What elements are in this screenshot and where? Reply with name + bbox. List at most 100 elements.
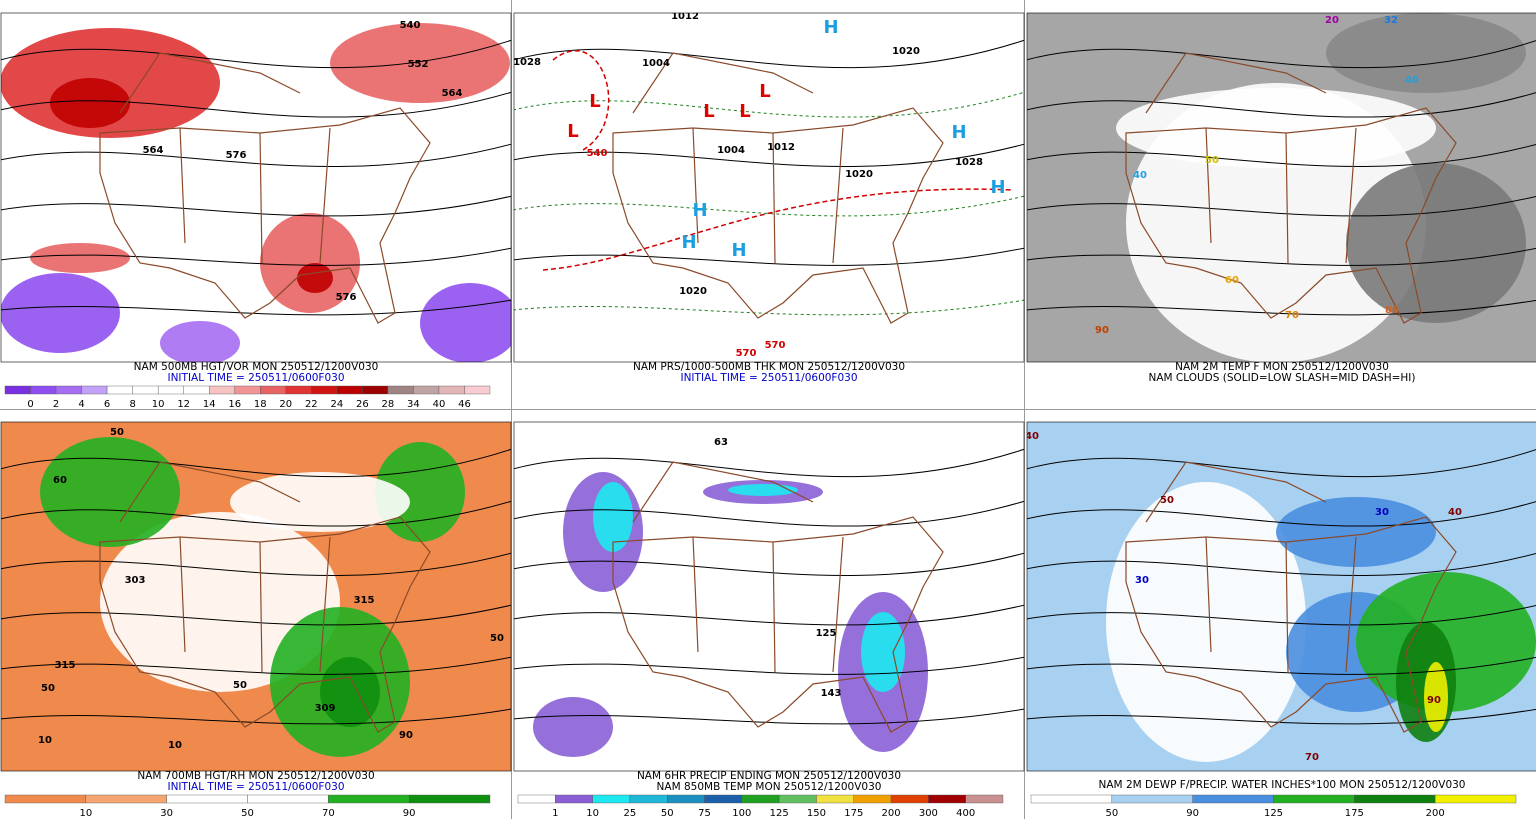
colorbar-swatch xyxy=(4,794,87,804)
political-boundaries xyxy=(1125,461,1457,733)
contour-label: 143 xyxy=(821,688,842,699)
contour-label: 1004 xyxy=(642,58,670,69)
colorbar-swatch xyxy=(85,794,167,804)
contour-label: 30 xyxy=(1135,575,1149,586)
colorbar-swatch xyxy=(816,794,854,804)
contour-line xyxy=(514,656,1024,675)
colorbar-label: 150 xyxy=(807,808,826,819)
contour-label: 70 xyxy=(1285,310,1299,321)
colorbar-label: 12 xyxy=(177,399,190,410)
map: 63 125 143 xyxy=(514,422,1024,771)
contour-label: 309 xyxy=(315,703,336,714)
colorbar-swatch xyxy=(1111,794,1193,804)
map: 40 30 50 70 30 40 90 xyxy=(1025,422,1536,771)
caption: NAM 850MB TEMP MON 250512/1200V030 xyxy=(657,781,882,793)
contour-line xyxy=(1,91,511,118)
contour-line xyxy=(514,195,1024,217)
colorbar-swatch xyxy=(667,794,705,804)
caption: INITIAL TIME = 250511/0600F030 xyxy=(680,372,857,384)
colorbar-label: 34 xyxy=(407,399,420,410)
map-frame xyxy=(0,421,512,772)
shaded-area xyxy=(593,482,633,552)
colorbar-swatch xyxy=(336,385,363,395)
colorbar-swatch xyxy=(166,794,248,804)
colorbar-swatch xyxy=(1354,794,1436,804)
contour-line xyxy=(1,247,511,266)
contour-label: 40 xyxy=(1133,170,1147,181)
caption: NAM 700MB HGT/RH MON 250512/1200V030 xyxy=(137,770,374,782)
contour-line xyxy=(1027,708,1536,725)
contour-label: 1004 xyxy=(717,145,745,156)
colorbar-swatch xyxy=(853,794,892,804)
colorbar-label: 10 xyxy=(586,808,599,819)
contour-label: 576 xyxy=(226,150,247,161)
contour-line xyxy=(514,91,1024,118)
colorbar-label: 24 xyxy=(330,399,343,410)
contour-label: 315 xyxy=(55,660,76,671)
contour-line xyxy=(1,448,511,478)
contour-line xyxy=(514,604,1024,626)
contour-line xyxy=(1,552,511,576)
contour-label: 40 xyxy=(1448,507,1462,518)
contour-label: 40 xyxy=(1025,431,1039,442)
contour-label: 50 xyxy=(41,683,55,694)
contour-label: 90 xyxy=(1095,325,1109,336)
contour-label: 570 xyxy=(765,340,786,351)
colorbar-swatch xyxy=(234,385,261,395)
contour-label: 1028 xyxy=(955,157,983,168)
colorbar-swatch xyxy=(285,385,312,395)
shaded-area xyxy=(40,437,180,547)
colorbar-swatch xyxy=(965,794,1004,804)
contour-line xyxy=(1027,656,1536,675)
panel: 540 552 564 564 576 576 NAM 500MB HGT/VOR MON … xyxy=(0,12,512,410)
pressure-center: H xyxy=(823,17,838,38)
colorbar-label: 10 xyxy=(79,808,92,819)
pressure-center: H xyxy=(731,240,746,261)
contour-line xyxy=(1027,92,1536,118)
colorbar-swatch xyxy=(311,385,338,395)
colorbar-label: 90 xyxy=(1186,808,1199,819)
map-frame xyxy=(0,12,512,363)
shaded-area xyxy=(230,472,410,532)
colorbar-swatch xyxy=(1434,794,1517,804)
contour-label: 90 xyxy=(1427,695,1441,706)
colorbar-label: 200 xyxy=(1426,808,1445,819)
contour-label: 1028 xyxy=(513,57,541,68)
pressure-center: H xyxy=(681,232,696,253)
colorbar-swatch xyxy=(260,385,286,395)
shaded-area xyxy=(1346,163,1526,323)
shaded-area xyxy=(1106,482,1306,762)
caption: NAM 2M TEMP F MON 250512/1200V030 xyxy=(1175,361,1389,373)
colorbar-label: 30 xyxy=(160,808,173,819)
colorbar-swatch xyxy=(328,794,410,804)
shaded-area xyxy=(728,484,798,496)
colorbar-label: 400 xyxy=(956,808,975,819)
contour-label: 1020 xyxy=(679,286,707,297)
contour-label: 315 xyxy=(354,595,375,606)
contour-label: 63 xyxy=(714,437,728,448)
colorbar-swatch xyxy=(464,385,491,395)
caption: INITIAL TIME = 250511/0600F030 xyxy=(167,372,344,384)
map-background xyxy=(514,13,1024,362)
contour-label: 60 xyxy=(53,475,67,486)
colorbar-swatch xyxy=(517,794,556,804)
map-frame xyxy=(513,421,1025,772)
colorbar-label: 200 xyxy=(882,808,901,819)
colorbar-label: 4 xyxy=(78,399,84,410)
colorbar-label: 6 xyxy=(104,399,110,410)
contour-line xyxy=(514,500,1024,527)
colorbar-swatch xyxy=(55,385,82,395)
colorbar-swatch xyxy=(30,385,57,395)
colorbar-swatch xyxy=(592,794,631,804)
colorbar-swatch xyxy=(741,794,780,804)
colorbar-label: 50 xyxy=(241,808,254,819)
political-boundaries xyxy=(99,52,431,324)
colorbar-swatch xyxy=(778,794,817,804)
contour-line xyxy=(514,299,1024,316)
colorbar-swatch xyxy=(81,385,108,395)
colorbar-label: 28 xyxy=(382,399,395,410)
caption: NAM 2M DEWP F/PRECIP. WATER INCHES*100 M… xyxy=(1099,779,1466,791)
contour-label: 20 xyxy=(1325,15,1339,26)
pressure-center: L xyxy=(589,91,600,112)
